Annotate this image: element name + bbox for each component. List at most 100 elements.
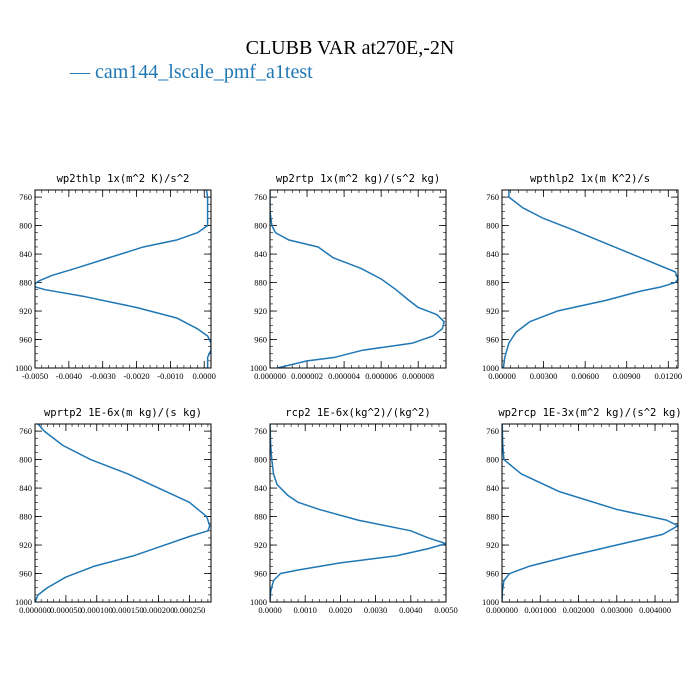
series-line [35, 424, 211, 602]
x-tick-label: 0.003000 [601, 605, 633, 615]
y-tick-label: 840 [254, 249, 267, 259]
y-tick-label: 960 [19, 569, 32, 579]
y-tick-label: 880 [486, 278, 499, 288]
x-tick-label: 0.000000 [254, 371, 286, 381]
series-line [35, 190, 211, 368]
x-tick-label: -0.0030 [90, 371, 116, 381]
x-tick-label: -0.0040 [56, 371, 82, 381]
x-tick-label: 0.01200 [654, 371, 682, 381]
subplot-title: wpthlp2 1x(m K^2)/s [530, 173, 650, 185]
x-tick-label: 0.0050 [434, 605, 457, 615]
y-tick-label: 800 [486, 455, 499, 465]
x-tick-label: 0.0030 [364, 605, 387, 615]
x-tick-label: 0.00600 [571, 371, 599, 381]
y-tick-label: 800 [19, 455, 32, 465]
legend-series-name: cam144_lscale_pmf_a1test [95, 61, 313, 83]
y-tick-label: 960 [486, 569, 499, 579]
plot-frame [269, 189, 447, 369]
figure-legend: — cam144_lscale_pmf_a1test [69, 61, 313, 83]
plot-frame [34, 189, 212, 369]
x-tick-label: 0.0040 [399, 605, 422, 615]
subplot-2: wp2rtp 1x(m^2 kg)/(s^2 kg) 760 800 840 880 92… [250, 173, 447, 381]
x-tick-label: -0.0020 [123, 371, 149, 381]
y-tick-label: 840 [19, 483, 32, 493]
plot-frame [501, 423, 679, 603]
y-tick-label: 1000 [250, 597, 267, 607]
subplot-1: wp2thlp 1x(m^2 K)/s^2 760 800 840 880 920 960 1… [15, 173, 216, 381]
x-tick-label: 0.000008 [402, 371, 434, 381]
x-tick-label: 0.000150 [112, 605, 144, 615]
x-tick-label: 0.000002 [291, 371, 323, 381]
series-line [502, 190, 678, 368]
x-tick-label: 0.000250 [173, 605, 205, 615]
y-tick-label: 840 [19, 249, 32, 259]
x-tick-label: 0.000200 [143, 605, 175, 615]
y-tick-label: 760 [19, 426, 32, 436]
y-tick-label: 960 [254, 569, 267, 579]
y-tick-label: 800 [254, 221, 267, 231]
y-tick-label: 960 [254, 335, 267, 345]
y-tick-label: 1000 [482, 597, 499, 607]
y-tick-label: 880 [19, 278, 32, 288]
y-tick-label: 1000 [250, 363, 267, 373]
x-tick-label: 0.000004 [328, 371, 361, 381]
y-tick-label: 920 [19, 540, 32, 550]
y-tick-label: 760 [486, 192, 499, 202]
y-tick-label: 1000 [15, 597, 32, 607]
legend-dash: — [69, 61, 95, 83]
subplot-4: wprtp2 1E-6x(m kg)/(s kg) 760 800 840 880 920… [15, 407, 212, 615]
subplot-5: rcp2 1E-6x(kg^2)/(kg^2) 760 800 840 880 920 96… [250, 407, 458, 615]
x-tick-label: 0.0000 [258, 605, 281, 615]
plot-frame [501, 189, 679, 369]
x-tick-label: 0.00900 [613, 371, 641, 381]
x-tick-label: 0.002000 [563, 605, 595, 615]
y-tick-label: 880 [254, 278, 267, 288]
y-tick-label: 760 [254, 192, 267, 202]
series-line [270, 190, 445, 368]
x-tick-label: 0.000000 [486, 605, 518, 615]
y-tick-label: 920 [486, 540, 499, 550]
figure-title: CLUBB VAR at270E,-2N [246, 37, 455, 59]
y-tick-label: 880 [254, 512, 267, 522]
y-tick-label: 1000 [482, 363, 499, 373]
x-tick-label: -0.0010 [157, 371, 183, 381]
y-tick-label: 880 [19, 512, 32, 522]
y-tick-label: 840 [486, 249, 499, 259]
x-tick-label: -0.0050 [22, 371, 48, 381]
y-tick-label: 840 [486, 483, 499, 493]
x-tick-label: 0.001000 [524, 605, 556, 615]
y-tick-label: 800 [254, 455, 267, 465]
series-line [502, 424, 678, 602]
subplot-title: wprtp2 1E-6x(m kg)/(s kg) [44, 407, 202, 419]
subplot-3: wpthlp2 1x(m K^2)/s 760 800 840 880 920 960 100… [482, 173, 682, 381]
legend-entry: — cam144_lscale_pmf_a1test [69, 61, 313, 83]
x-tick-label: 0.000050 [50, 605, 82, 615]
subplot-title: wp2rcp 1E-3x(m^2 kg)/(s^2 kg) [498, 407, 681, 419]
y-tick-label: 1000 [15, 363, 32, 373]
y-tick-label: 960 [19, 335, 32, 345]
y-tick-label: 920 [254, 540, 267, 550]
x-tick-label: 0.000100 [81, 605, 113, 615]
y-tick-label: 760 [486, 426, 499, 436]
series-line [270, 424, 446, 602]
x-tick-label: 0.004000 [639, 605, 671, 615]
y-tick-label: 960 [486, 335, 499, 345]
x-tick-label: 0.000000 [19, 605, 51, 615]
x-tick-label: 0.0020 [329, 605, 352, 615]
x-tick-label: 0.00300 [530, 371, 558, 381]
y-tick-label: 920 [254, 306, 267, 316]
y-tick-label: 800 [19, 221, 32, 231]
x-tick-label: 0.00000 [488, 371, 516, 381]
y-tick-label: 760 [254, 426, 267, 436]
x-tick-label: 0.000006 [365, 371, 397, 381]
subplot-title: wp2rtp 1x(m^2 kg)/(s^2 kg) [276, 173, 440, 185]
y-tick-label: 760 [19, 192, 32, 202]
subplot-title: wp2thlp 1x(m^2 K)/s^2 [57, 173, 190, 185]
subplot-grid: wp2thlp 1x(m^2 K)/s^2 760 800 840 880 920 960 1… [15, 173, 682, 615]
plot-frame [34, 423, 212, 603]
subplot-6: wp2rcp 1E-3x(m^2 kg)/(s^2 kg) 760 800 840 88… [482, 407, 682, 615]
x-tick-label: 0.0000 [193, 371, 216, 381]
y-tick-label: 840 [254, 483, 267, 493]
x-tick-label: 0.0010 [294, 605, 317, 615]
